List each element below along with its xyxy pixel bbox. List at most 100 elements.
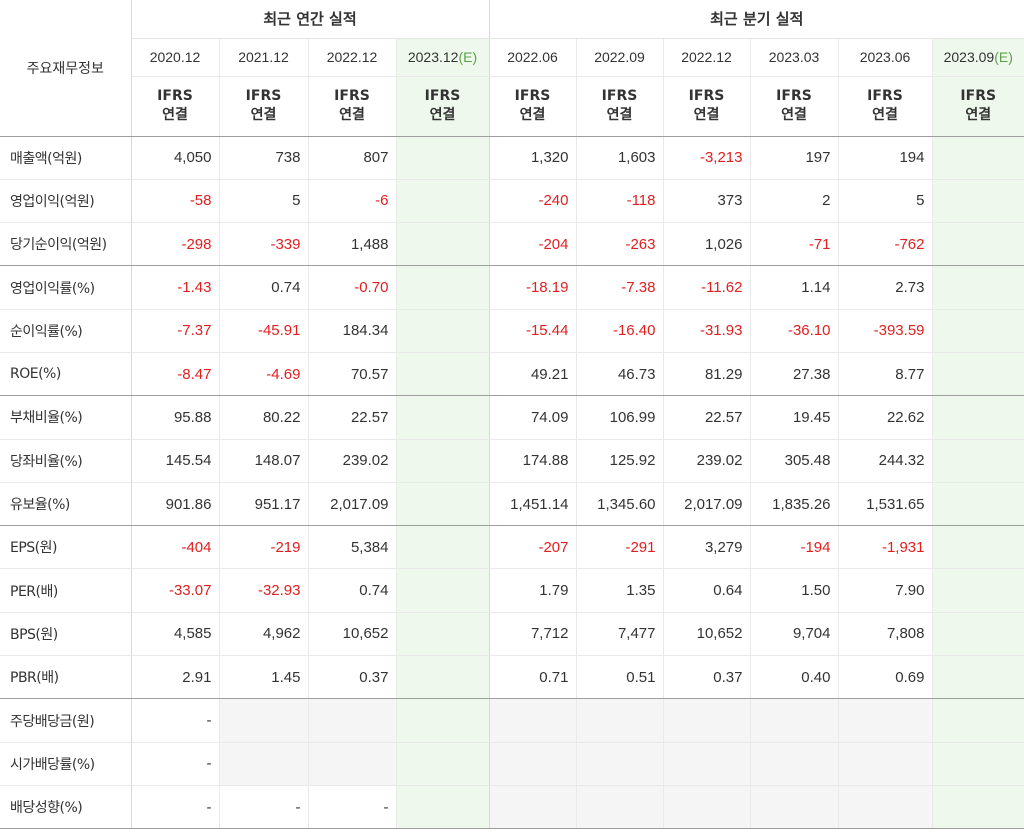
annual-value-cell: 95.88 bbox=[130, 395, 219, 440]
annual-value-cell: - bbox=[218, 785, 308, 830]
quarterly-value-cell bbox=[931, 655, 1024, 700]
quarterly-value-cell: 194 bbox=[837, 136, 932, 180]
quarterly-value-cell: 244.32 bbox=[837, 439, 932, 483]
quarterly-value-cell bbox=[931, 525, 1024, 570]
row-label: 주당배당금(원) bbox=[0, 698, 132, 743]
annual-value-cell: 2,017.09 bbox=[307, 482, 396, 527]
quarterly-value-cell bbox=[488, 785, 576, 830]
standard-ifrs-label: IFRS bbox=[601, 88, 638, 104]
annual-value-cell: 4,962 bbox=[218, 612, 308, 657]
table-row: 당기순이익(억원) -298 -339 1,488 -204 -263 1,026 -71 -7… bbox=[0, 222, 1024, 267]
quarterly-value-cell: -291 bbox=[575, 525, 663, 570]
row-label: 배당성향(%) bbox=[0, 785, 132, 830]
annual-value-cell: -0.70 bbox=[307, 265, 396, 310]
table-row: PER(배) -33.07 -32.93 0.74 1.79 1.35 0.64 1.50 7.… bbox=[0, 568, 1024, 613]
row-label: PER(배) bbox=[0, 568, 132, 613]
quarterly-value-cell: 0.71 bbox=[488, 655, 576, 700]
quarterly-value-cell: 1,603 bbox=[575, 136, 663, 180]
annual-value-cell bbox=[395, 352, 489, 397]
period-header: 2023.06 bbox=[837, 38, 932, 77]
quarterly-value-cell: 0.51 bbox=[575, 655, 663, 700]
quarterly-value-cell: -118 bbox=[575, 179, 663, 224]
standard-consolidated-label: 연결 bbox=[606, 107, 633, 123]
quarterly-value-cell bbox=[575, 698, 663, 743]
table-row: 시가배당률(%) - bbox=[0, 742, 1024, 786]
annual-value-cell bbox=[395, 785, 489, 830]
estimate-marker: (E) bbox=[458, 49, 478, 65]
annual-value-cell: 70.57 bbox=[307, 352, 396, 397]
annual-value-cell bbox=[395, 222, 489, 267]
quarterly-value-cell bbox=[931, 309, 1024, 353]
quarterly-value-cell: 5 bbox=[837, 179, 932, 224]
quarterly-value-cell: 1.50 bbox=[749, 568, 838, 613]
annual-value-cell: -339 bbox=[218, 222, 308, 267]
table-row: 순이익률(%) -7.37 -45.91 184.34 -15.44 -16.40 -31.… bbox=[0, 309, 1024, 353]
standard-consolidated-label: 연결 bbox=[429, 107, 456, 123]
standard-consolidated-label: 연결 bbox=[519, 107, 546, 123]
quarterly-value-cell: 1,451.14 bbox=[488, 482, 576, 527]
period-header: 2020.12 bbox=[130, 38, 219, 77]
quarterly-value-cell bbox=[931, 742, 1024, 786]
quarterly-value-cell: 0.69 bbox=[837, 655, 932, 700]
annual-value-cell: - bbox=[130, 698, 219, 743]
annual-value-cell: 239.02 bbox=[307, 439, 396, 483]
annual-value-cell: - bbox=[130, 742, 219, 786]
quarterly-value-cell: 8.77 bbox=[837, 352, 932, 397]
quarterly-value-cell: 1.14 bbox=[749, 265, 838, 310]
period-year: 2023.09 bbox=[943, 49, 995, 65]
quarterly-value-cell: -15.44 bbox=[488, 309, 576, 353]
standard-consolidated-label: 연결 bbox=[693, 107, 720, 123]
quarterly-value-cell: 1.35 bbox=[575, 568, 663, 613]
quarterly-value-cell bbox=[931, 785, 1024, 830]
standard-consolidated-label: 연결 bbox=[162, 107, 188, 123]
period-header-estimate: 2023.09(E) bbox=[931, 38, 1024, 77]
quarterly-value-cell: -16.40 bbox=[575, 309, 663, 353]
quarterly-value-cell bbox=[662, 785, 750, 830]
quarterly-value-cell: -71 bbox=[749, 222, 838, 267]
quarterly-value-cell: -18.19 bbox=[488, 265, 576, 310]
quarterly-value-cell: -393.59 bbox=[837, 309, 932, 353]
quarterly-value-cell: 1,835.26 bbox=[749, 482, 838, 527]
quarterly-value-cell bbox=[931, 179, 1024, 224]
quarterly-value-cell: 373 bbox=[662, 179, 750, 224]
quarterly-value-cell: 174.88 bbox=[488, 439, 576, 483]
standard-consolidated-label: 연결 bbox=[781, 107, 807, 123]
quarterly-value-cell bbox=[931, 568, 1024, 613]
table-row: 주당배당금(원) - bbox=[0, 698, 1024, 743]
row-label: 유보율(%) bbox=[0, 482, 132, 527]
quarterly-value-cell: 49.21 bbox=[488, 352, 576, 397]
row-label: BPS(원) bbox=[0, 612, 132, 657]
table-row: 매출액(억원) 4,050 738 807 1,320 1,603 -3,213 197 194 bbox=[0, 136, 1024, 180]
standard-ifrs-label: IFRS bbox=[157, 88, 193, 104]
table-row: 부채비율(%) 95.88 80.22 22.57 74.09 106.99 22.57 19… bbox=[0, 395, 1024, 440]
annual-value-cell: 5 bbox=[218, 179, 308, 224]
quarterly-value-cell: 2.73 bbox=[837, 265, 932, 310]
quarterly-value-cell: 1,026 bbox=[662, 222, 750, 267]
annual-group-header: 최근 연간 실적 bbox=[130, 0, 489, 39]
annual-value-cell: 10,652 bbox=[307, 612, 396, 657]
estimate-marker: (E) bbox=[994, 49, 1013, 65]
quarterly-value-cell bbox=[931, 136, 1024, 180]
annual-value-cell: -8.47 bbox=[130, 352, 219, 397]
quarterly-value-cell: 1.79 bbox=[488, 568, 576, 613]
annual-value-cell: 22.57 bbox=[307, 395, 396, 440]
annual-value-cell: - bbox=[307, 785, 396, 830]
row-label: PBR(배) bbox=[0, 655, 132, 700]
accounting-standard-header: IFRS 연결 bbox=[837, 76, 932, 137]
quarterly-value-cell: 22.57 bbox=[662, 395, 750, 440]
row-label: 시가배당률(%) bbox=[0, 742, 132, 786]
quarterly-value-cell bbox=[575, 785, 663, 830]
annual-value-cell: 148.07 bbox=[218, 439, 308, 483]
period-header: 2022.12 bbox=[307, 38, 396, 77]
period-year: 2023.12 bbox=[407, 49, 459, 65]
quarterly-value-cell bbox=[488, 698, 576, 743]
quarterly-value-cell: 1,320 bbox=[488, 136, 576, 180]
annual-value-cell bbox=[395, 655, 489, 700]
quarterly-value-cell bbox=[749, 785, 838, 830]
annual-value-cell: 738 bbox=[218, 136, 308, 180]
period-header: 2022.09 bbox=[575, 38, 663, 77]
annual-value-cell bbox=[307, 742, 396, 786]
annual-value-cell: -404 bbox=[130, 525, 219, 570]
quarterly-value-cell: 22.62 bbox=[837, 395, 932, 440]
annual-value-cell: -58 bbox=[130, 179, 219, 224]
